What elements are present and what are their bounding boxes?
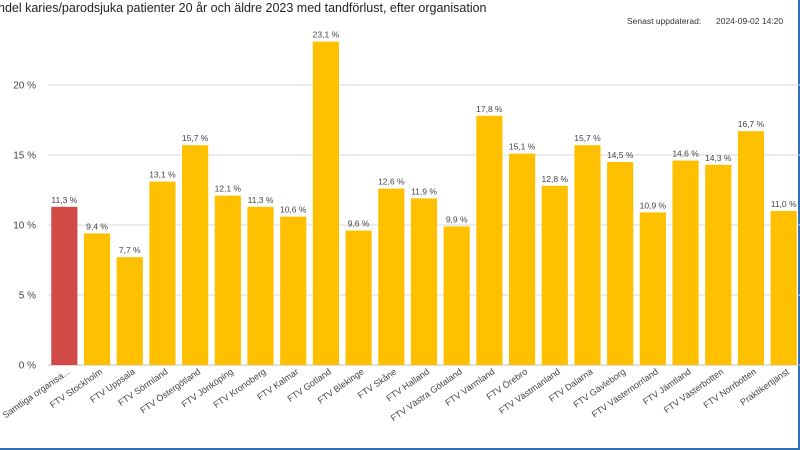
bar[interactable] xyxy=(737,131,765,365)
data-label: 23,1 % xyxy=(313,30,340,40)
bar[interactable] xyxy=(116,257,143,365)
bar[interactable] xyxy=(83,233,111,365)
data-label: 14,3 % xyxy=(705,153,732,163)
data-label: 12,8 % xyxy=(542,174,569,184)
bars xyxy=(51,41,797,365)
bar[interactable] xyxy=(247,206,274,365)
last-updated-label: Senast uppdaterad: xyxy=(627,16,702,26)
bar[interactable] xyxy=(345,230,372,365)
data-label: 12,1 % xyxy=(215,184,242,194)
data-label: 12,6 % xyxy=(378,177,405,187)
bar[interactable] xyxy=(639,212,666,365)
y-tick-label: 15 % xyxy=(13,151,36,162)
bar[interactable] xyxy=(607,162,634,365)
bar[interactable] xyxy=(214,195,241,365)
chart-title: ndel karies/parodsjuka patienter 20 år o… xyxy=(0,1,487,15)
y-tick-label: 20 % xyxy=(13,81,36,92)
y-tick-label: 5 % xyxy=(19,291,36,302)
data-label: 11,0 % xyxy=(771,199,797,209)
bar[interactable] xyxy=(476,115,503,365)
data-label: 9,4 % xyxy=(86,221,108,231)
bar[interactable] xyxy=(410,198,438,365)
data-label: 9,9 % xyxy=(446,214,468,224)
last-updated-value: 2024-09-02 14:20 xyxy=(716,16,784,26)
bar[interactable] xyxy=(770,211,797,365)
bar[interactable] xyxy=(149,181,176,365)
bar[interactable] xyxy=(443,226,470,365)
data-label: 10,9 % xyxy=(640,200,667,210)
data-label: 9,6 % xyxy=(348,219,370,229)
data-label: 14,6 % xyxy=(672,149,699,159)
y-tick-label: 0 % xyxy=(19,361,36,372)
data-labels: 11,3 % 9,4 % 7,7 % 13,1 % 15,7 % 12,1 % 11,3 %… xyxy=(51,30,797,256)
bar[interactable] xyxy=(672,160,699,365)
bar[interactable] xyxy=(705,164,732,365)
data-label: 13,1 % xyxy=(149,170,176,180)
x-category-label: FTV Västerbotten xyxy=(662,366,726,415)
data-label: 10,6 % xyxy=(280,205,307,215)
bar[interactable] xyxy=(378,188,405,365)
bar[interactable] xyxy=(509,153,536,365)
bar[interactable] xyxy=(312,41,339,365)
data-label: 15,1 % xyxy=(509,142,536,152)
data-label: 11,3 % xyxy=(51,195,77,205)
data-label: 7,7 % xyxy=(119,245,141,255)
data-label: 17,8 % xyxy=(476,104,503,114)
bar[interactable] xyxy=(574,145,601,365)
data-label: 16,7 % xyxy=(738,119,765,129)
data-label: 11,9 % xyxy=(411,186,437,196)
bar[interactable] xyxy=(182,145,209,365)
data-label: 11,3 % xyxy=(248,195,274,205)
y-axis-ticks: 0 % 5 % 10 % 15 % 20 % xyxy=(13,81,36,372)
bar[interactable] xyxy=(541,185,568,365)
data-label: 15,7 % xyxy=(182,133,209,143)
bar[interactable] xyxy=(280,216,307,365)
data-label: 14,5 % xyxy=(607,150,634,160)
y-tick-label: 10 % xyxy=(13,221,36,232)
bar[interactable] xyxy=(51,206,78,365)
data-label: 15,7 % xyxy=(574,133,601,143)
